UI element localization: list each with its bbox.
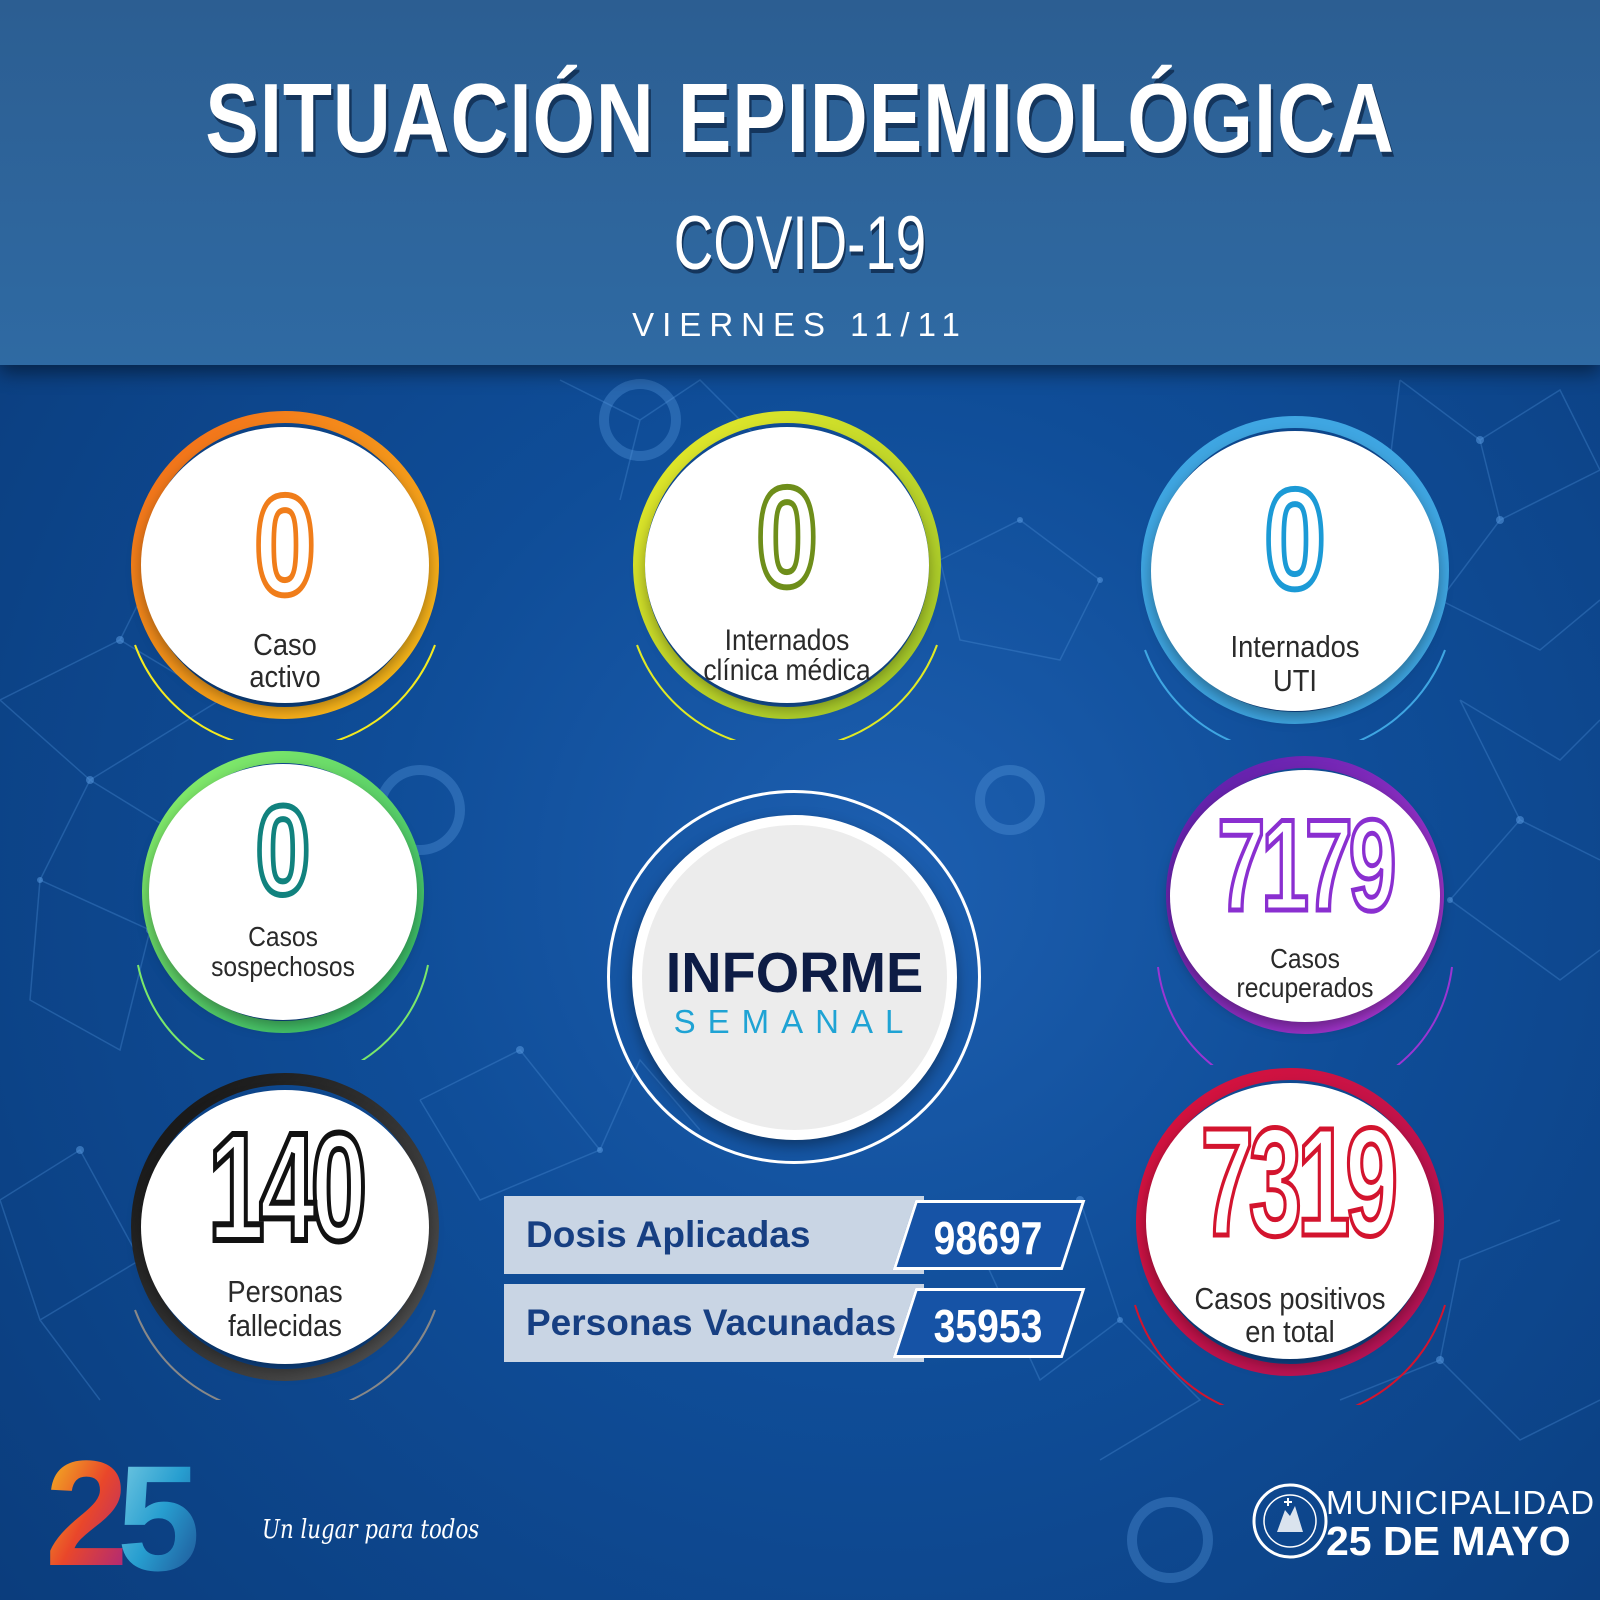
personas-fallecidas-card: 140 Personas fallecidas [141, 1090, 429, 1364]
internados-clinica-ring [633, 411, 941, 740]
casos-recuperados-value: 7179 [1216, 792, 1398, 938]
caso-activo-label-2: activo [249, 659, 321, 694]
casos-positivos-label-1: Casos positivos [1194, 1281, 1386, 1316]
internados-uti-ring [1141, 416, 1449, 740]
caso-activo-label-1: Caso [253, 627, 317, 662]
dosis-aplicadas-label: Dosis Aplicadas [504, 1196, 924, 1274]
logo-digit-5: 5 [117, 1434, 200, 1580]
internados-clinica-value: 0 [754, 458, 820, 617]
personas-vacunadas-label: Personas Vacunadas [504, 1284, 924, 1362]
anniversary-25-logo: 2 5 [45, 1430, 200, 1580]
tagline: Un lugar para todos [262, 1515, 480, 1545]
caso-activo-card: 0 Caso activo [141, 427, 429, 703]
page-title: SITUACIÓN EPIDEMIOLÓGICA [205, 63, 1395, 173]
dosis-aplicadas-value-box: 98697 [892, 1200, 1086, 1270]
casos-recuperados-label-1: Casos [1270, 943, 1340, 974]
header-banner: SITUACIÓN EPIDEMIOLÓGICA COVID-19 VIERNE… [0, 0, 1600, 365]
internados-uti-label-1: Internados [1230, 629, 1360, 664]
caso-activo-value: 0 [252, 466, 318, 625]
internados-uti-label-2: UTI [1273, 663, 1317, 698]
personas-vacunadas-row: Personas Vacunadas 35953 [504, 1284, 1086, 1362]
personas-fallecidas-value: 140 [206, 1101, 369, 1273]
page-subtitle: COVID-19 [673, 201, 927, 286]
casos-positivos-ring [1134, 1068, 1446, 1405]
caso-activo-ring [131, 411, 439, 740]
internados-uti-value: 0 [1262, 460, 1328, 619]
personas-vacunadas-value: 35953 [933, 1300, 1043, 1352]
casos-sospechosos-value: 0 [253, 780, 312, 921]
personas-fallecidas-label-1: Personas [227, 1274, 343, 1309]
internados-clinica-label-1: Internados [724, 624, 850, 657]
casos-sospechosos-label-1: Casos [248, 921, 318, 952]
internados-uti-card: 0 Internados UTI [1151, 431, 1439, 711]
casos-positivos-card: 7319 Casos positivos en total [1146, 1083, 1434, 1359]
internados-clinica-card: 0 Internados clínica médica [645, 427, 929, 703]
dosis-aplicadas-value: 98697 [933, 1212, 1043, 1264]
report-date: VIERNES 11/11 [632, 306, 968, 343]
informe-title: INFORME [665, 941, 924, 1005]
casos-positivos-value: 7319 [1199, 1096, 1400, 1268]
logo-digit-2: 2 [45, 1430, 128, 1580]
informe-subtitle: SEMANAL [673, 1003, 916, 1040]
casos-recuperados-card: 7179 Casos recuperados [1170, 770, 1440, 1022]
dosis-aplicadas-row: Dosis Aplicadas 98697 [504, 1196, 1086, 1274]
personas-fallecidas-label-2: fallecidas [228, 1308, 342, 1343]
casos-recuperados-label-2: recuperados [1236, 972, 1374, 1003]
internados-clinica-label-2: clínica médica [703, 654, 871, 687]
casos-sospechosos-card: 0 Casos sospechosos [149, 764, 417, 1020]
personas-vacunadas-value-box: 35953 [892, 1288, 1086, 1358]
casos-sospechosos-label-2: sospechosos [211, 951, 355, 982]
municipality-seal [1252, 1483, 1328, 1559]
personas-fallecidas-ring [131, 1073, 439, 1400]
casos-positivos-label-2: en total [1245, 1314, 1335, 1349]
municipality-name-line1: MUNICIPALIDAD [1326, 1484, 1596, 1521]
informe-semanal-badge: INFORME SEMANAL [632, 815, 957, 1140]
municipality-name-line2: 25 DE MAYO [1326, 1518, 1571, 1564]
informe-outer-ring [607, 790, 981, 1164]
casos-sospechosos-ring [137, 751, 429, 1060]
